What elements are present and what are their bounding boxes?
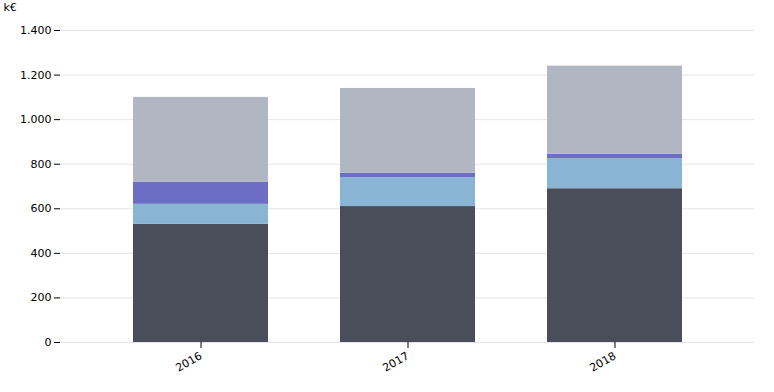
svg-text:2016: 2016 bbox=[174, 349, 205, 374]
svg-text:1.400: 1.400 bbox=[20, 24, 52, 37]
svg-text:1.000: 1.000 bbox=[20, 113, 52, 126]
svg-text:600: 600 bbox=[31, 202, 52, 215]
svg-text:400: 400 bbox=[31, 247, 52, 260]
svg-text:800: 800 bbox=[31, 158, 52, 171]
svg-text:200: 200 bbox=[31, 291, 52, 304]
svg-text:1.200: 1.200 bbox=[20, 69, 52, 82]
svg-text:0: 0 bbox=[45, 336, 52, 349]
svg-text:k€: k€ bbox=[4, 1, 17, 14]
svg-text:2018: 2018 bbox=[588, 349, 619, 374]
svg-text:2017: 2017 bbox=[381, 349, 412, 374]
